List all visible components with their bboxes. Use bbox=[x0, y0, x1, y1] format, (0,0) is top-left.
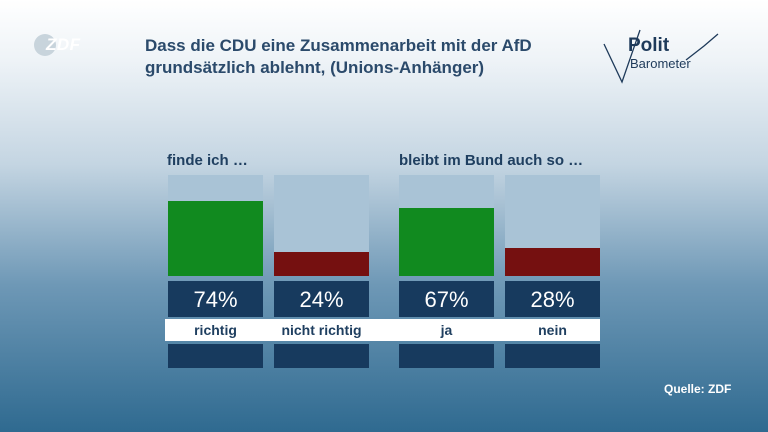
category-label-nein: nein bbox=[538, 322, 567, 338]
bar-track-nein bbox=[505, 175, 600, 276]
value-label-nein: 28% bbox=[505, 281, 600, 317]
footer-block-nein bbox=[505, 344, 600, 368]
politbarometer-logo: Polit Barometer bbox=[596, 26, 726, 88]
footer-block-nicht-richtig bbox=[274, 344, 369, 368]
value-label-richtig: 74% bbox=[168, 281, 263, 317]
bar-ja bbox=[399, 208, 494, 276]
politbarometer-check-icon bbox=[603, 29, 719, 84]
bar-track-ja bbox=[399, 175, 494, 276]
bar-nein bbox=[505, 247, 600, 276]
bar-track-nicht-richtig bbox=[274, 175, 369, 276]
bar-nicht-richtig bbox=[274, 251, 369, 276]
category-label-strip bbox=[165, 319, 600, 341]
footer-block-ja bbox=[399, 344, 494, 368]
bar-track-richtig bbox=[168, 175, 263, 276]
politbarometer-logo-line1: Polit bbox=[628, 35, 670, 56]
zdf-logo-circle bbox=[34, 34, 56, 56]
chart-title: Dass die CDU eine Zusammenarbeit mit der… bbox=[145, 36, 532, 77]
zdf-logo-text: ZDF bbox=[46, 35, 81, 54]
bar-richtig bbox=[168, 201, 263, 276]
group-label-bleibt-im-bund: bleibt im Bund auch so … bbox=[399, 152, 584, 169]
group-label-finde-ich: finde ich … bbox=[167, 152, 248, 169]
politbarometer-logo-line2: Barometer bbox=[630, 56, 691, 71]
category-label-richtig: richtig bbox=[194, 322, 237, 338]
zdf-logo: ZDF bbox=[34, 34, 90, 56]
category-label-nicht-richtig: nicht richtig bbox=[281, 322, 362, 338]
source-note: Quelle: ZDF bbox=[664, 382, 732, 396]
footer-block-richtig bbox=[168, 344, 263, 368]
value-label-nicht-richtig: 24% bbox=[274, 281, 369, 317]
value-label-ja: 67% bbox=[399, 281, 494, 317]
category-label-ja: ja bbox=[440, 322, 453, 338]
